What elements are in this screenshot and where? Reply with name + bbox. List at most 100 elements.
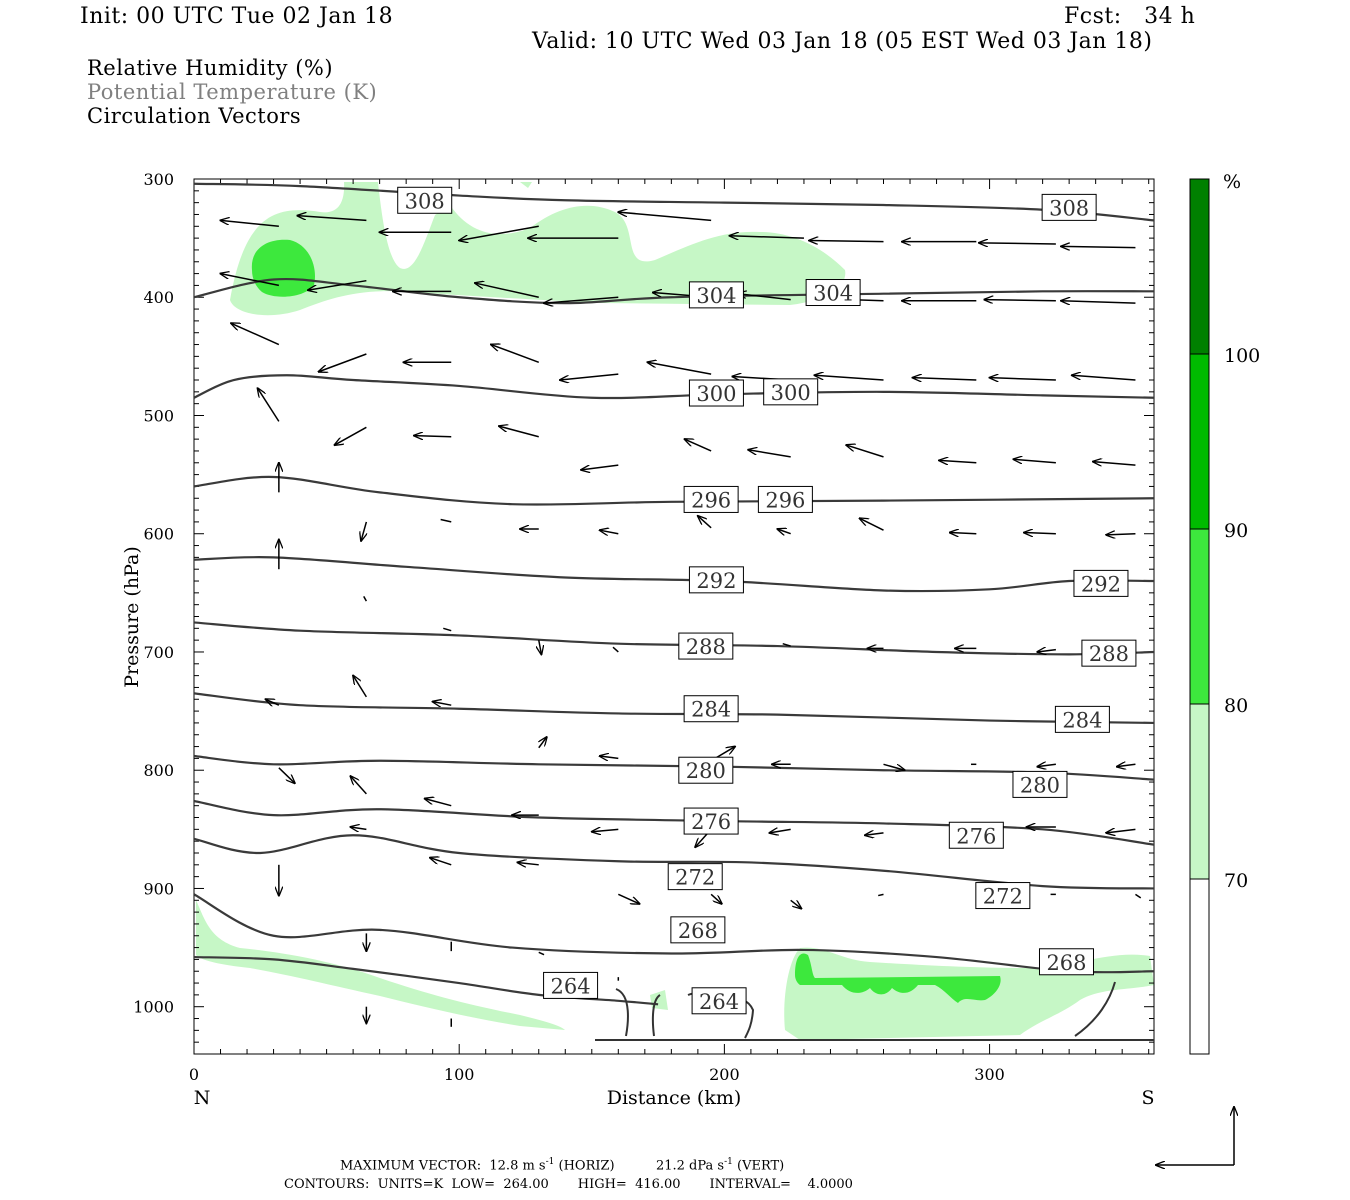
x-end-label-south: S [1141, 1087, 1154, 1109]
contour-label: 264 [551, 974, 591, 998]
y-tick-labels: 300 400 500 600 700 800 900 1000 [133, 170, 174, 1017]
circulation-vector [538, 951, 545, 956]
circulation-vector [1093, 462, 1136, 466]
theta-contour-268 [194, 893, 1154, 974]
y-tick-label: 1000 [133, 998, 174, 1017]
legend-vectors: Circulation Vectors [87, 104, 302, 128]
theta-contour-292 [194, 556, 1154, 593]
forecast-hour: Fcst: 34 h [1064, 4, 1196, 29]
contour-label-box [397, 186, 453, 214]
theta-contour-304 [194, 277, 1154, 305]
colorbar-unit: % [1223, 171, 1241, 193]
circulation-vector [443, 627, 452, 632]
theta-contour-288 [194, 621, 1154, 656]
circulation-vector [990, 378, 1056, 380]
circulation-vector [860, 518, 884, 531]
footer-vert-exponent: -1 [724, 1157, 733, 1167]
circulation-vector [1024, 533, 1056, 534]
circulation-vector [1037, 650, 1056, 652]
contour-label-box [670, 916, 726, 944]
contour-label-box [975, 882, 1031, 910]
circulation-vector [618, 893, 639, 903]
x-tick-label: 0 [189, 1065, 199, 1084]
colorbar-segment [1189, 353, 1210, 530]
circulation-vector [491, 345, 540, 363]
contour-label: 300 [771, 381, 811, 405]
contour-labels: 308 308 304 304 300 300 296 296 292 292 288 288 284 2… [397, 186, 1137, 1015]
circulation-vector [278, 767, 295, 783]
circulation-vector [846, 445, 884, 458]
contour-label-box [691, 987, 747, 1015]
circulation-vector [560, 373, 619, 380]
colorbar-segment [1189, 703, 1210, 880]
footer-max-vector: MAXIMUM VECTOR: 12.8 m s-1 (HORIZ) 21.2 … [340, 1157, 784, 1173]
circulation-vector [353, 676, 368, 698]
contour-label: 284 [1062, 708, 1102, 732]
theta-contour-296 [194, 475, 1154, 506]
circulation-vector [539, 640, 542, 654]
circulation-vector [710, 893, 722, 903]
circulation-vector [878, 893, 884, 897]
circulation-vector [865, 833, 884, 835]
contour-label: 272 [675, 866, 715, 890]
y-tick-label: 500 [143, 406, 174, 425]
x-tick-label: 100 [444, 1065, 475, 1084]
contour-label-box [1081, 639, 1137, 667]
x-end-label-north: N [194, 1087, 211, 1109]
legend-rh: Relative Humidity (%) [87, 56, 334, 80]
circulation-vector [544, 296, 619, 303]
circulation-vector [939, 460, 977, 462]
valid-time: Valid: 10 UTC Wed 03 Jan 18 (05 EST Wed … [532, 29, 1153, 54]
contour-label: 304 [696, 284, 736, 308]
circulation-vector [769, 829, 791, 833]
legend-theta: Potential Temperature (K) [87, 80, 378, 104]
contour-label: 280 [1020, 773, 1060, 797]
terrain-line [595, 981, 1154, 1041]
axis-ticks [193, 178, 1154, 1055]
footer-horiz-value: 12.8 m s [489, 1158, 546, 1174]
theta-contour-300 [194, 374, 1154, 400]
contour-label-box [1054, 705, 1110, 733]
contour-label: 308 [1049, 196, 1089, 220]
colorbar-segment [1189, 528, 1210, 705]
circulation-vector [698, 516, 712, 529]
circulation-vector [475, 283, 539, 298]
circulation-vector [581, 464, 619, 470]
x-tick-label: 200 [709, 1065, 740, 1084]
circulation-vector [414, 436, 452, 437]
circulation-vector [1061, 301, 1136, 303]
circulation-vector [685, 439, 712, 452]
rh-70-upper-blob [520, 182, 532, 188]
circulation-vector [979, 243, 1056, 244]
y-tick-label: 700 [143, 643, 174, 662]
circulation-vector [1106, 829, 1136, 833]
y-tick-label: 800 [143, 761, 174, 780]
circulation-vector [258, 388, 280, 422]
rh-shading [196, 182, 1154, 1040]
circulation-vector [518, 862, 539, 864]
contour-label-box [948, 821, 1004, 849]
circulation-vector [433, 702, 452, 706]
contour-label-box [678, 632, 734, 660]
circulation-vector [618, 212, 712, 222]
circulation-vector [748, 450, 791, 458]
x-axis-label: Distance (km) [607, 1087, 742, 1109]
rh-70-surface-left [196, 900, 565, 1030]
contour-label-box [763, 378, 819, 406]
circulation-vector [1013, 459, 1056, 463]
contour-label: 268 [678, 919, 718, 943]
reference-vector-icon [1156, 1107, 1234, 1165]
circulation-vector [815, 375, 884, 381]
circulation-vector [777, 529, 791, 534]
circulation-vector [430, 858, 452, 866]
theta-contour-284 [194, 692, 1154, 725]
footer-vert-value: 21.2 dPa s [655, 1158, 725, 1174]
theta-contour-264 [194, 955, 659, 1006]
circulation-vector [913, 378, 977, 380]
circulation-vector [1135, 893, 1142, 899]
circulation-vector [440, 518, 452, 523]
contour-label: 292 [696, 569, 736, 593]
contour-label: 276 [691, 810, 731, 834]
y-tick-label: 400 [143, 288, 174, 307]
